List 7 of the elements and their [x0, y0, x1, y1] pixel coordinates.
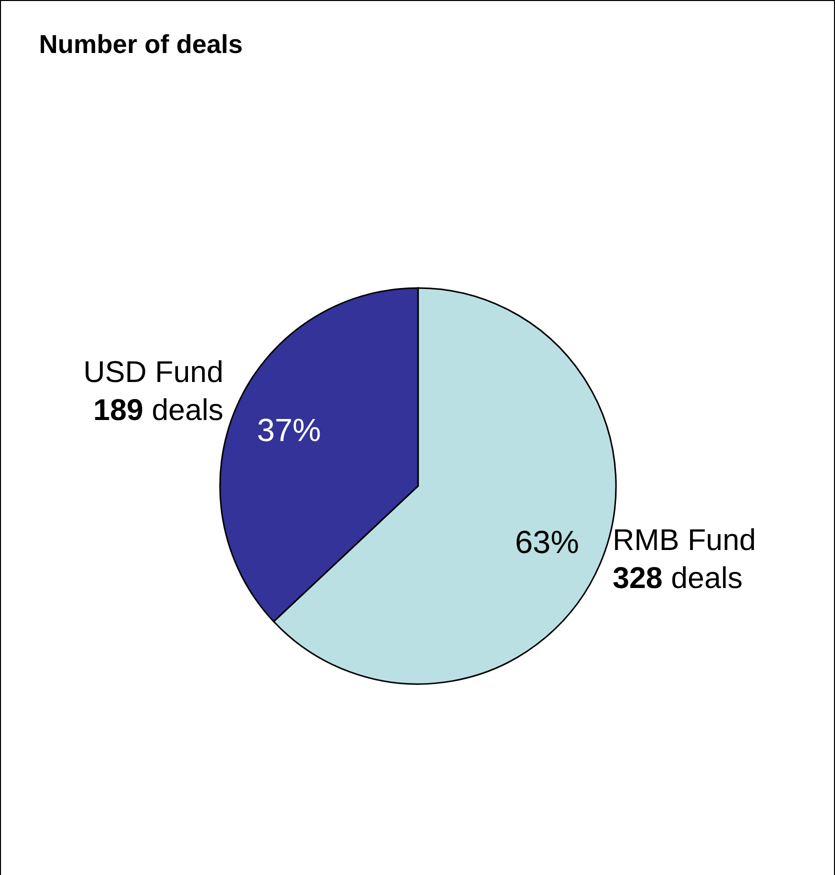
- text: 328 deals: [612, 562, 743, 596]
- slice-label: USD Fund: [83, 356, 224, 389]
- slice-label: RMB Fund: [612, 524, 756, 558]
- text: 189 deals: [93, 394, 224, 427]
- data-label: 63%: [514, 524, 580, 560]
- chart-title: Number of deals: [39, 29, 243, 60]
- data-label: 37%: [256, 412, 322, 448]
